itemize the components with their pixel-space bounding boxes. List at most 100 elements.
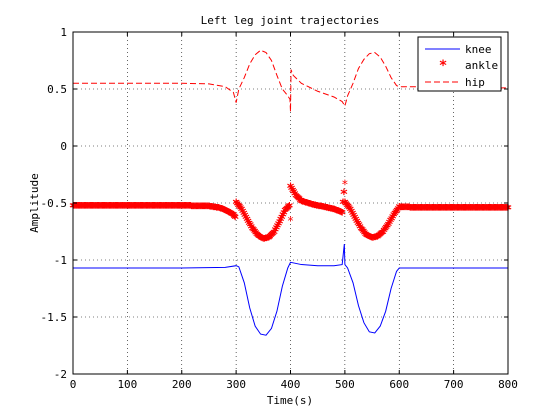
ankle-point: * <box>430 202 438 218</box>
ankle-point: * <box>310 200 318 216</box>
ankle-point: * <box>229 209 237 225</box>
ankle-point: * <box>318 201 326 217</box>
ankle-point: * <box>126 201 134 217</box>
ankle-point: * <box>210 202 218 218</box>
ankle-point: * <box>89 201 97 217</box>
series-hip-line <box>73 49 508 112</box>
y-tick-label: 1 <box>60 26 67 39</box>
ankle-point: * <box>153 201 161 217</box>
ankle-point: * <box>367 232 375 248</box>
ankle-point: * <box>170 201 178 217</box>
legend: knee * ankle hip <box>417 36 502 92</box>
ankle-point: * <box>386 217 394 233</box>
ankle-point: * <box>466 202 474 218</box>
ankle-point: * <box>267 230 275 246</box>
ankle-point: * <box>329 204 337 220</box>
ankle-point: * <box>133 201 141 217</box>
ankle-point: * <box>219 204 227 220</box>
ankle-point: * <box>224 206 232 222</box>
ankle-point: * <box>417 202 425 218</box>
ankle-point: * <box>441 202 449 218</box>
ankle-point: * <box>483 202 491 218</box>
ankle-point: * <box>259 233 267 249</box>
ankle-point: * <box>217 203 225 219</box>
x-tick-label: 600 <box>389 378 409 391</box>
ankle-point: * <box>443 202 451 218</box>
ankle-point: * <box>289 185 297 201</box>
ankle-point: * <box>265 232 273 248</box>
ankle-point: * <box>195 201 203 217</box>
ankle-point: * <box>120 201 128 217</box>
ankle-point: * <box>76 201 84 217</box>
ankle-point: * <box>347 204 355 220</box>
ankle-point: * <box>350 210 358 226</box>
ankle-point: * <box>97 201 105 217</box>
ankle-point: * <box>124 201 132 217</box>
ankle-point: * <box>317 201 325 217</box>
ankle-point: * <box>285 202 293 218</box>
ankle-point: * <box>426 202 434 218</box>
ankle-point: * <box>110 201 118 217</box>
ankle-point: * <box>448 202 456 218</box>
ankle-point: * <box>391 208 399 224</box>
ankle-point: * <box>174 201 182 217</box>
ankle-point: * <box>335 206 343 222</box>
ankle-point: * <box>461 202 469 218</box>
ankle-point: * <box>230 210 238 226</box>
ankle-point: * <box>334 206 342 222</box>
ankle-point: * <box>472 202 480 218</box>
ankle-point: * <box>503 202 511 218</box>
ankle-point: * <box>77 201 85 217</box>
ankle-point: * <box>296 194 304 210</box>
ankle-point: * <box>168 201 176 217</box>
ankle-point: * <box>256 232 264 248</box>
ankle-point: * <box>341 197 349 213</box>
ankle-point: * <box>340 187 348 203</box>
ankle-point: * <box>287 181 295 197</box>
x-tick-label: 500 <box>335 378 355 391</box>
ankle-point: * <box>250 225 258 241</box>
ankle-point: * <box>204 201 212 217</box>
ankle-point: * <box>409 202 417 218</box>
ankle-point: * <box>309 199 317 215</box>
ankle-point: * <box>480 202 488 218</box>
ankle-point: * <box>479 202 487 218</box>
ankle-point: * <box>143 201 151 217</box>
ankle-point: * <box>371 232 379 248</box>
ankle-point: * <box>476 202 484 218</box>
ankle-point: * <box>91 201 99 217</box>
ankle-point: * <box>452 202 460 218</box>
ankle-point: * <box>241 210 249 226</box>
ankle-point: * <box>321 202 329 218</box>
ankle-point: * <box>232 197 240 213</box>
ankle-point: * <box>215 203 223 219</box>
ankle-point: * <box>150 201 158 217</box>
series-layer: ****************************************… <box>69 49 512 336</box>
ankle-point: * <box>191 201 199 217</box>
ankle-point: * <box>188 201 196 217</box>
ankle-point: * <box>473 202 481 218</box>
ankle-point: * <box>80 201 88 217</box>
ankle-point: * <box>362 229 370 245</box>
ankle-point: * <box>303 198 311 214</box>
ankle-point: * <box>332 205 340 221</box>
ankle-point: * <box>478 202 486 218</box>
ankle-point: * <box>246 218 254 234</box>
x-tick-label: 100 <box>117 378 137 391</box>
ankle-point: * <box>312 200 320 216</box>
ankle-point: * <box>359 225 367 241</box>
ankle-point: * <box>447 202 455 218</box>
ankle-point: * <box>408 202 416 218</box>
ankle-point: * <box>435 202 443 218</box>
ankle-point: * <box>131 201 139 217</box>
ankle-point: * <box>128 201 136 217</box>
legend-box <box>417 36 502 92</box>
ankle-point: * <box>112 201 120 217</box>
y-tick-label: 0 <box>60 140 67 153</box>
ankle-point: * <box>239 206 247 222</box>
ankle-point: * <box>254 230 262 246</box>
ankle-point: * <box>237 203 245 219</box>
ankle-point: * <box>489 202 497 218</box>
ankle-point: * <box>306 199 314 215</box>
